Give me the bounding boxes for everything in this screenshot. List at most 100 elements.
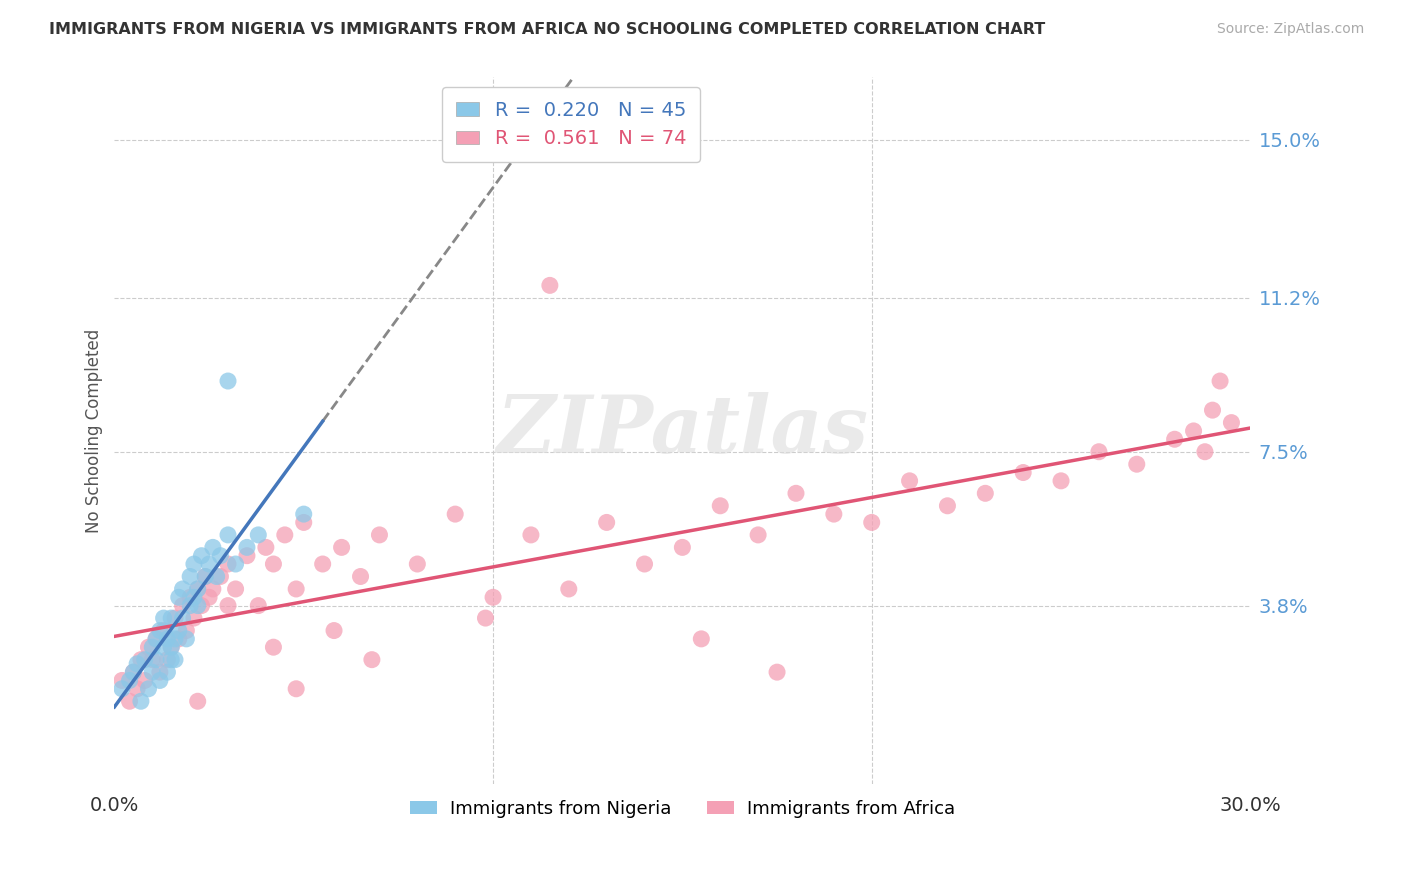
- Point: [330, 541, 353, 555]
- Point: [194, 569, 217, 583]
- Point: [1201, 403, 1223, 417]
- Point: [974, 486, 997, 500]
- Point: [1012, 466, 1035, 480]
- Point: [118, 673, 141, 688]
- Point: [292, 507, 315, 521]
- Point: [217, 557, 239, 571]
- Point: [179, 599, 201, 613]
- Point: [368, 528, 391, 542]
- Point: [209, 549, 232, 563]
- Point: [217, 374, 239, 388]
- Point: [285, 681, 308, 696]
- Point: [122, 665, 145, 680]
- Point: [482, 591, 505, 605]
- Point: [187, 582, 209, 596]
- Point: [152, 611, 174, 625]
- Point: [198, 591, 221, 605]
- Point: [156, 653, 179, 667]
- Point: [1220, 416, 1243, 430]
- Point: [323, 624, 346, 638]
- Point: [167, 624, 190, 638]
- Point: [292, 516, 315, 530]
- Point: [176, 632, 198, 646]
- Point: [936, 499, 959, 513]
- Point: [176, 624, 198, 638]
- Point: [205, 569, 228, 583]
- Point: [127, 657, 149, 671]
- Point: [595, 516, 617, 530]
- Point: [1126, 457, 1149, 471]
- Point: [690, 632, 713, 646]
- Point: [236, 541, 259, 555]
- Point: [217, 599, 239, 613]
- Point: [823, 507, 845, 521]
- Point: [361, 653, 384, 667]
- Point: [127, 681, 149, 696]
- Point: [898, 474, 921, 488]
- Point: [118, 694, 141, 708]
- Text: IMMIGRANTS FROM NIGERIA VS IMMIGRANTS FROM AFRICA NO SCHOOLING COMPLETED CORRELA: IMMIGRANTS FROM NIGERIA VS IMMIGRANTS FR…: [49, 22, 1046, 37]
- Point: [129, 653, 152, 667]
- Point: [163, 632, 186, 646]
- Point: [209, 569, 232, 583]
- Point: [156, 632, 179, 646]
- Point: [183, 611, 205, 625]
- Point: [160, 640, 183, 655]
- Point: [247, 599, 270, 613]
- Point: [160, 640, 183, 655]
- Point: [167, 591, 190, 605]
- Text: ZIPatlas: ZIPatlas: [496, 392, 869, 470]
- Point: [187, 599, 209, 613]
- Y-axis label: No Schooling Completed: No Schooling Completed: [86, 329, 103, 533]
- Point: [190, 599, 212, 613]
- Point: [201, 541, 224, 555]
- Point: [145, 653, 167, 667]
- Point: [141, 640, 163, 655]
- Point: [187, 694, 209, 708]
- Point: [262, 640, 284, 655]
- Point: [558, 582, 581, 596]
- Point: [194, 569, 217, 583]
- Point: [1194, 444, 1216, 458]
- Point: [134, 653, 156, 667]
- Point: [145, 632, 167, 646]
- Point: [766, 665, 789, 680]
- Point: [138, 640, 160, 655]
- Point: [217, 528, 239, 542]
- Point: [225, 557, 247, 571]
- Point: [444, 507, 467, 521]
- Point: [152, 640, 174, 655]
- Point: [406, 557, 429, 571]
- Point: [160, 653, 183, 667]
- Point: [201, 582, 224, 596]
- Point: [111, 681, 134, 696]
- Legend: Immigrants from Nigeria, Immigrants from Africa: Immigrants from Nigeria, Immigrants from…: [402, 792, 962, 825]
- Point: [172, 599, 194, 613]
- Point: [262, 557, 284, 571]
- Point: [122, 665, 145, 680]
- Point: [156, 665, 179, 680]
- Point: [179, 569, 201, 583]
- Point: [190, 549, 212, 563]
- Point: [141, 653, 163, 667]
- Point: [285, 582, 308, 596]
- Point: [187, 582, 209, 596]
- Point: [538, 278, 561, 293]
- Point: [860, 516, 883, 530]
- Point: [138, 681, 160, 696]
- Point: [1050, 474, 1073, 488]
- Point: [1182, 424, 1205, 438]
- Point: [274, 528, 297, 542]
- Point: [225, 582, 247, 596]
- Point: [520, 528, 543, 542]
- Point: [163, 653, 186, 667]
- Point: [709, 499, 731, 513]
- Point: [134, 673, 156, 688]
- Point: [671, 541, 693, 555]
- Text: Source: ZipAtlas.com: Source: ZipAtlas.com: [1216, 22, 1364, 37]
- Point: [1209, 374, 1232, 388]
- Point: [254, 541, 277, 555]
- Point: [311, 557, 333, 571]
- Point: [141, 665, 163, 680]
- Point: [152, 624, 174, 638]
